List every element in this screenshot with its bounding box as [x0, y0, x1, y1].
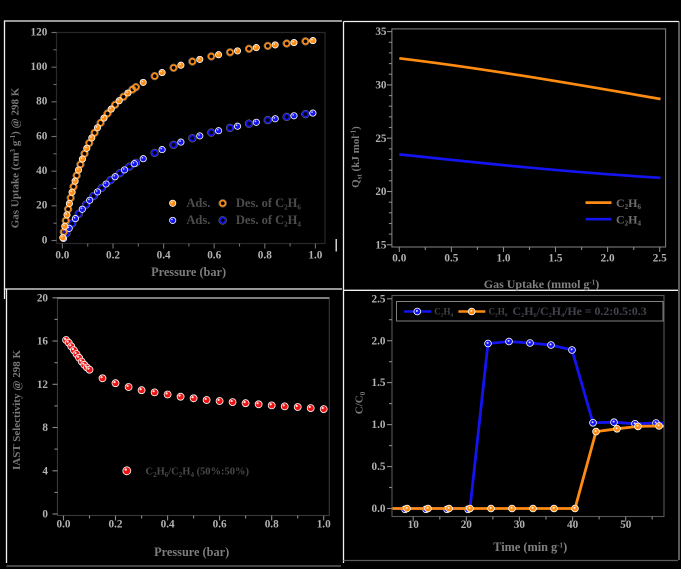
- svg-text:Ads.: Ads.: [186, 196, 210, 210]
- svg-text:120: 120: [31, 26, 48, 38]
- svg-text:C/C0: C/C0: [354, 391, 367, 414]
- svg-text:1.0: 1.0: [497, 253, 511, 265]
- svg-text:C2H6/C2H4 (50%:50%): C2H6/C2H4 (50%:50%): [146, 467, 250, 479]
- svg-text:Pressure (bar): Pressure (bar): [151, 265, 226, 279]
- svg-text:Des. of C2H4: Des. of C2H4: [236, 213, 302, 228]
- svg-text:80: 80: [36, 96, 48, 108]
- svg-text:20: 20: [375, 186, 387, 198]
- svg-text:Gas Uptake (mmol g-1): Gas Uptake (mmol g-1): [484, 277, 600, 291]
- svg-text:0.6: 0.6: [207, 250, 221, 262]
- svg-text:2.0: 2.0: [372, 335, 386, 347]
- svg-text:Des. of C2H6: Des. of C2H6: [236, 196, 302, 211]
- svg-text:1.5: 1.5: [372, 377, 386, 389]
- svg-text:30: 30: [514, 519, 526, 531]
- svg-text:IAST Selectivity @ 298 K: IAST Selectivity @ 298 K: [11, 350, 23, 470]
- svg-text:C2H6: C2H6: [616, 196, 642, 211]
- svg-text:Gas Uptake (cm3 g-1) @ 298 K: Gas Uptake (cm3 g-1) @ 298 K: [9, 87, 21, 228]
- svg-text:Time (min g-1): Time (min g-1): [493, 540, 567, 554]
- svg-text:Ads.: Ads.: [186, 213, 210, 227]
- svg-text:10: 10: [408, 519, 420, 531]
- svg-text:0.5: 0.5: [372, 461, 386, 473]
- svg-text:1.0: 1.0: [372, 419, 386, 431]
- svg-text:0.2: 0.2: [109, 519, 123, 531]
- svg-text:40: 40: [567, 519, 579, 531]
- svg-text:0.8: 0.8: [258, 250, 272, 262]
- svg-text:20: 20: [37, 292, 49, 304]
- svg-text:15: 15: [375, 239, 387, 251]
- svg-text:30: 30: [375, 80, 387, 92]
- svg-text:12: 12: [37, 379, 49, 391]
- svg-text:2.0: 2.0: [601, 253, 615, 265]
- svg-text:20: 20: [36, 200, 48, 212]
- svg-text:C2H4: C2H4: [434, 307, 453, 319]
- svg-text:0: 0: [42, 234, 48, 246]
- svg-text:1.0: 1.0: [317, 519, 331, 531]
- svg-text:50: 50: [620, 519, 632, 531]
- svg-text:20: 20: [461, 519, 473, 531]
- svg-text:Pressure (bar): Pressure (bar): [154, 545, 229, 559]
- svg-text:35: 35: [375, 26, 387, 38]
- svg-text:100: 100: [31, 61, 48, 73]
- svg-text:0.0: 0.0: [392, 253, 406, 265]
- svg-text:1.0: 1.0: [308, 250, 322, 262]
- svg-text:2.5: 2.5: [653, 253, 667, 265]
- svg-text:0.0: 0.0: [57, 519, 71, 531]
- svg-text:0.6: 0.6: [213, 519, 227, 531]
- svg-text:8: 8: [42, 422, 48, 434]
- svg-text:0.0: 0.0: [372, 503, 386, 515]
- svg-text:0.4: 0.4: [161, 519, 175, 531]
- svg-text:Qst (kJ mol-1): Qst (kJ mol-1): [350, 126, 364, 188]
- svg-text:40: 40: [36, 165, 48, 177]
- svg-text:25: 25: [375, 133, 387, 145]
- svg-text:0.5: 0.5: [444, 253, 458, 265]
- svg-text:0.4: 0.4: [157, 250, 171, 262]
- svg-text:C2H6: C2H6: [489, 307, 508, 319]
- svg-text:4: 4: [42, 465, 48, 477]
- svg-text:0.2: 0.2: [106, 250, 120, 262]
- svg-text:1.5: 1.5: [549, 253, 563, 265]
- svg-text:16: 16: [37, 336, 49, 348]
- svg-text:0.8: 0.8: [265, 519, 279, 531]
- svg-text:C2H6/C2H4/He = 0.2:0.5:0.3: C2H6/C2H4/He = 0.2:0.5:0.3: [513, 304, 647, 319]
- svg-text:0.0: 0.0: [55, 250, 69, 262]
- svg-text:C2H4: C2H4: [616, 212, 642, 227]
- svg-text:2.5: 2.5: [372, 293, 386, 305]
- svg-text:0: 0: [42, 509, 48, 521]
- svg-text:60: 60: [36, 130, 48, 142]
